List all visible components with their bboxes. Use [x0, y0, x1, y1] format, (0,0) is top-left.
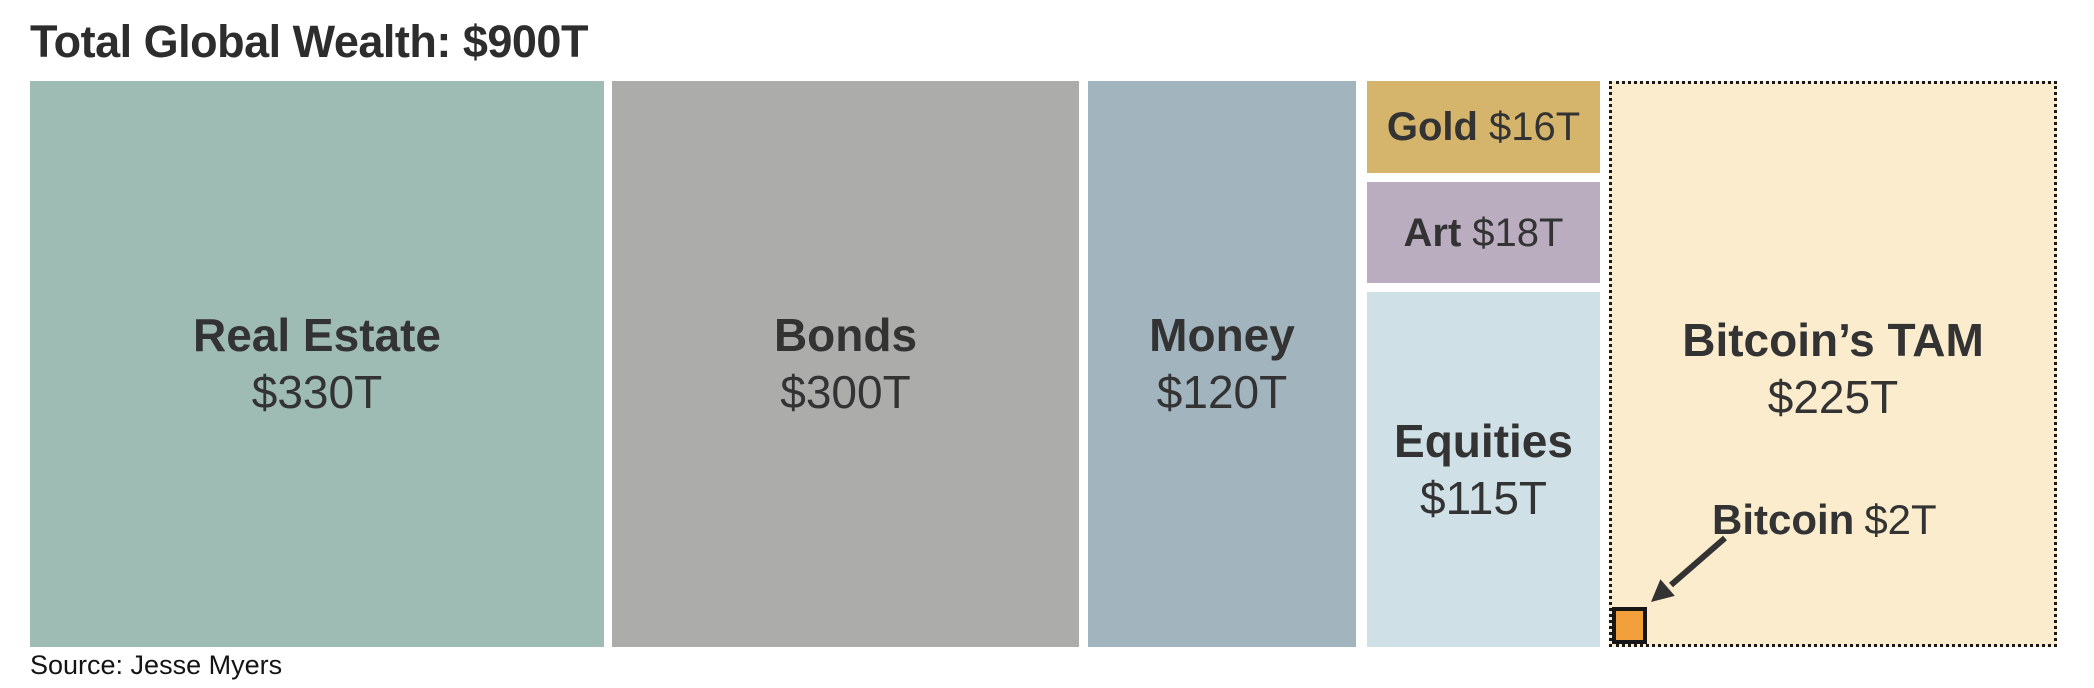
segment-value: $120T — [1156, 366, 1288, 418]
segment-bitcoin-tam-label: Bitcoin’s TAM $225T — [1682, 312, 1984, 426]
segment-money-label: Money $120T — [1149, 307, 1295, 421]
arrow-icon — [1651, 535, 1727, 602]
segment-value: $300T — [780, 366, 911, 418]
segment-real-estate: Real Estate $330T — [30, 81, 604, 647]
segment-name: Bitcoin’s TAM — [1682, 314, 1984, 366]
segment-value: $2T — [1864, 496, 1937, 543]
segment-value: $115T — [1419, 471, 1548, 524]
chart-title: Total Global Wealth: $900T — [30, 16, 588, 67]
segment-gold: Gold $16T — [1367, 81, 1600, 173]
segment-real-estate-label: Real Estate $330T — [193, 307, 441, 421]
segment-bitcoin-tam: Bitcoin’s TAM $225T Bitcoin $2T — [1609, 81, 2057, 647]
source-note: Source: Jesse Myers — [30, 650, 283, 680]
segment-equities: Equities $115T — [1367, 292, 1600, 647]
segment-value: $18T — [1472, 210, 1564, 255]
segment-value: $330T — [251, 366, 383, 418]
bitcoin-square — [1612, 607, 1647, 644]
segment-gold-label: Gold $16T — [1387, 104, 1580, 150]
segment-name: Equities — [1394, 414, 1573, 467]
segment-bonds-label: Bonds $300T — [774, 307, 917, 421]
bitcoin-callout-label: Bitcoin $2T — [1712, 496, 1937, 544]
segment-name: Bonds — [773, 309, 918, 361]
segment-value: $16T — [1488, 105, 1581, 149]
segment-name: Art — [1403, 210, 1462, 255]
segment-money: Money $120T — [1088, 81, 1356, 647]
segment-value: $225T — [1767, 371, 1899, 423]
segment-name: Gold — [1386, 105, 1478, 149]
segment-bonds: Bonds $300T — [612, 81, 1079, 647]
segment-equities-label: Equities $115T — [1394, 413, 1573, 527]
segment-name: Bitcoin — [1712, 496, 1855, 543]
segment-art: Art $18T — [1367, 182, 1600, 283]
segment-art-label: Art $18T — [1404, 210, 1564, 256]
segment-name: Real Estate — [192, 309, 441, 361]
segment-name: Money — [1149, 309, 1295, 361]
